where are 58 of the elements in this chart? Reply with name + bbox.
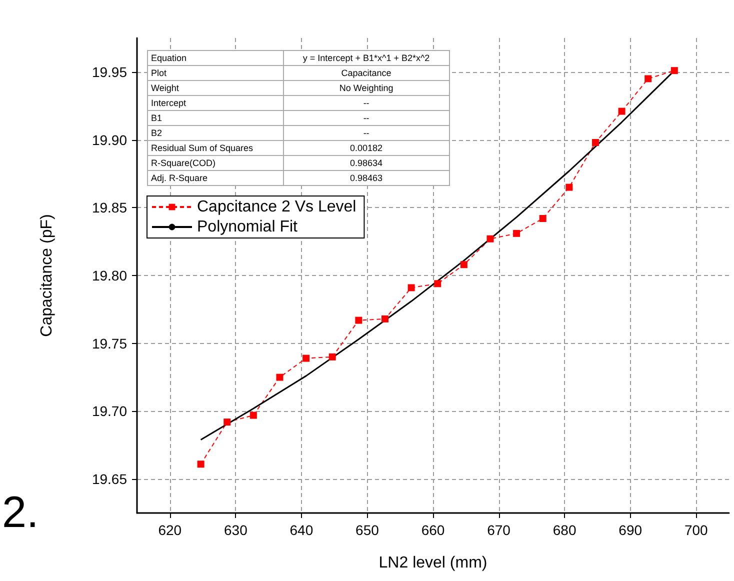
x-tick-label: 630 [224,522,248,538]
annotation: y = Intercept + B1*x^1 + B2*x^2 [283,50,450,66]
x-tick-label: 660 [421,522,445,538]
point [355,316,362,324]
point [566,184,573,191]
y-tick-label: 19.95 [92,64,128,80]
x-tick-label: 640 [290,522,314,538]
annotation: -- [283,96,450,110]
annotation: Adj. R-Square [148,170,284,186]
point [381,315,388,322]
x-tick-label: 620 [158,522,182,538]
point [486,235,494,242]
annotation: -- [283,110,450,126]
annotation: Capacitance [283,66,450,80]
point [434,280,442,288]
annotation: Plot [148,66,284,80]
legend-label: Capcitance 2 Vs Level [197,198,356,216]
legend-label: Polynomial Fit [197,218,298,236]
y-axis-title: Capacitance (pF) [38,214,56,337]
annotation: Residual Sum of Squares [148,140,284,156]
x-axis-title: LN2 level (mm) [378,554,488,572]
point [618,108,626,115]
y-tick-label: 19.90 [92,132,128,148]
annotation: 0.98463 [283,170,450,186]
annotation: Equation [148,50,284,66]
annotation: Intercept [148,96,284,110]
x-tick-label: 650 [356,522,380,538]
point [592,139,599,146]
y-tick-label: 19.80 [92,268,128,284]
x-tick-label: 690 [618,522,642,538]
point [224,418,231,426]
point [539,215,546,222]
y-tick-label: 19.85 [92,200,128,216]
annotation: Weight [148,80,284,96]
annotation: 0.00182 [283,140,450,156]
x-tick-label: 670 [487,522,511,538]
annotation: B1 [148,110,284,126]
x-tick-label: 700 [684,522,708,538]
y-tick-label: 19.65 [92,471,128,488]
annotation: -- [283,126,450,140]
point [250,412,257,419]
x-tick-label: 680 [552,522,576,538]
annotation: R-Square(COD) [148,156,284,170]
point [328,353,336,360]
text: 2. [2,488,39,538]
annotation: No Weighting [283,80,450,96]
point [513,230,520,237]
annotation: B2 [148,126,284,140]
point [644,75,652,82]
y-tick-label: 19.70 [92,403,128,420]
point [670,67,678,74]
point [408,284,415,292]
point [460,261,468,268]
point [302,354,310,362]
point [197,460,204,468]
point [276,374,284,381]
y-tick-label: 19.75 [92,335,128,352]
annotation: 0.98634 [283,156,450,170]
